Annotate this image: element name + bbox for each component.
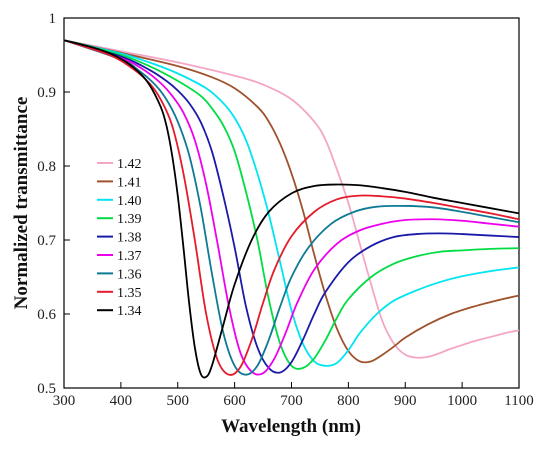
legend-label: 1.42	[117, 157, 142, 172]
x-tick-label: 900	[394, 393, 417, 409]
x-tick-label: 700	[280, 393, 303, 409]
x-axis-title: Wavelength (nm)	[221, 416, 361, 437]
legend-label: 1.35	[117, 286, 142, 301]
series-line-1.38	[63, 39, 520, 374]
series-line-1.39	[63, 39, 520, 370]
y-tick-label: 0.6	[37, 307, 56, 323]
x-tick-label: 1000	[447, 393, 477, 409]
x-tick-label: 1100	[504, 393, 533, 409]
legend-label: 1.40	[117, 194, 142, 209]
legend: 1.42 1.41 1.40 1.39 1.38 1.37 1.36 1.35 1.34	[97, 157, 142, 319]
legend-label: 1.37	[117, 249, 142, 264]
x-tick-label: 400	[110, 393, 133, 409]
series-lines	[63, 39, 520, 379]
series-line-1.37	[63, 39, 520, 376]
series-line-1.41	[63, 39, 520, 364]
x-tick-label: 600	[223, 393, 246, 409]
legend-label: 1.36	[117, 267, 142, 282]
y-axis-title: Normalized transmittance	[11, 97, 32, 310]
legend-label: 1.38	[117, 231, 142, 246]
y-tick-label: 0.5	[37, 381, 56, 397]
series-line-1.36	[63, 39, 520, 376]
y-tick-label: 1	[49, 11, 57, 27]
series-line-1.40	[63, 39, 520, 367]
y-tick-label: 0.8	[37, 159, 56, 175]
x-tick-label: 800	[337, 393, 360, 409]
axis-ticks	[63, 17, 520, 389]
series-line-1.42	[63, 39, 520, 359]
y-tick-label: 0.7	[37, 233, 56, 249]
legend-label: 1.39	[117, 212, 142, 227]
x-tick-label: 300	[53, 393, 76, 409]
legend-label: 1.41	[117, 175, 142, 190]
series-line-1.34	[63, 39, 520, 379]
tick-labels: 300 400 500 600 700 800 900 1000 1100 0.5 0.6 0.7 0.…	[37, 11, 533, 409]
x-tick-label: 500	[167, 393, 190, 409]
legend-label: 1.34	[117, 304, 142, 319]
y-tick-label: 0.9	[37, 85, 56, 101]
series-line-1.35	[63, 39, 520, 376]
